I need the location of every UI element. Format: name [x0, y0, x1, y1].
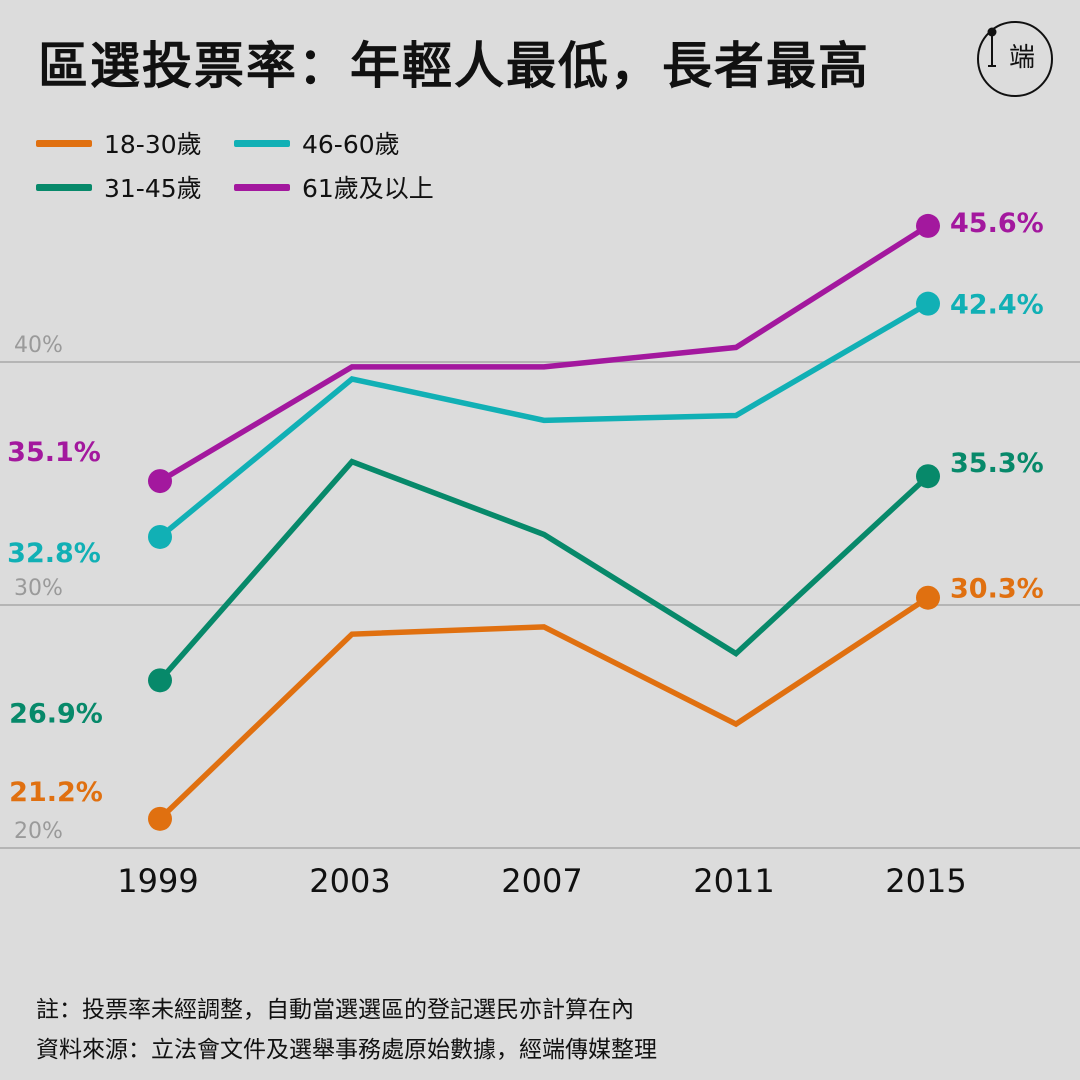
legend-swatch [234, 183, 290, 191]
data-point [148, 469, 172, 494]
legend-item: 61歲及以上 [234, 172, 454, 203]
legend-item: 18-30歲 [36, 128, 234, 159]
x-tick-label: 2003 [309, 862, 390, 900]
data-point [148, 668, 172, 693]
x-tick-label: 2011 [693, 862, 774, 900]
chart-title: 區選投票率：年輕人最低，長者最高 [38, 37, 870, 95]
legend-swatch [36, 139, 92, 147]
x-tick-label: 1999 [117, 862, 198, 900]
legend-swatch [234, 139, 290, 147]
data-point [916, 213, 940, 238]
x-tick-label: 2007 [501, 862, 582, 900]
series-line [158, 301, 930, 540]
legend-label: 61歲及以上 [302, 174, 434, 203]
footnote: 註：投票率未經調整，自動當選選區的登記選民亦計算在內 [36, 997, 634, 1023]
series-line [158, 223, 930, 484]
data-label-end: 42.4% [950, 290, 1044, 321]
data-point [148, 524, 172, 549]
y-tick-label: 20% [14, 819, 63, 844]
legend-label: 31-45歲 [104, 174, 202, 203]
logo-icon: 端 [977, 21, 1053, 97]
legend-swatch [36, 183, 92, 191]
data-point [916, 585, 940, 610]
data-label-end: 35.3% [950, 448, 1044, 479]
series-line [158, 595, 930, 821]
x-tick-label: 2015 [885, 862, 966, 900]
data-point [148, 806, 172, 831]
y-tick-label: 30% [14, 576, 63, 601]
legend-item: 46-60歲 [234, 128, 454, 159]
legend-item: 31-45歲 [36, 172, 234, 203]
series-line [157, 458, 930, 683]
legend: 18-30歲 46-60歲 31-45歲 61歲及以上 [36, 128, 454, 203]
data-point [916, 291, 940, 316]
data-label-end: 45.6% [950, 208, 1044, 239]
legend-label: 46-60歲 [302, 130, 400, 159]
data-label-end: 30.3% [950, 574, 1044, 605]
data-point [916, 464, 940, 489]
data-label-start: 35.1% [7, 437, 101, 468]
data-label-start: 21.2% [9, 777, 103, 808]
source-note: 資料來源：立法會文件及選舉事務處原始數據，經端傳媒整理 [36, 1037, 657, 1063]
data-label-start: 32.8% [7, 538, 101, 569]
data-label-start: 26.9% [9, 698, 103, 729]
legend-label: 18-30歲 [104, 130, 202, 159]
logo-glyph: 端 [1009, 43, 1035, 73]
y-tick-label: 40% [14, 333, 63, 358]
